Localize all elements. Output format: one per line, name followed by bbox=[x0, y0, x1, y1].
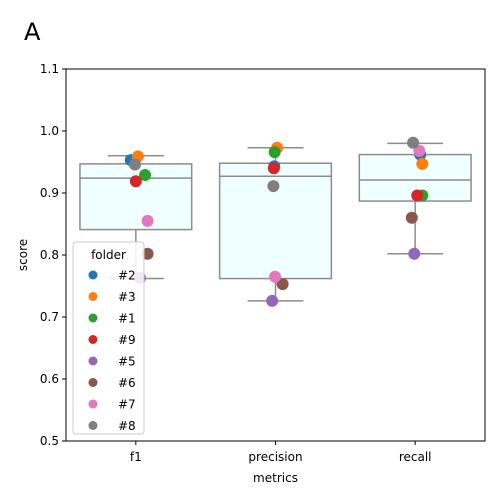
y-tick-label: 0.7 bbox=[40, 310, 59, 324]
legend-label-folder-8: #8 bbox=[118, 419, 136, 433]
legend-marker-folder-5 bbox=[89, 357, 98, 366]
legend-label-folder-9: #9 bbox=[118, 333, 136, 347]
x-axis-label: metrics bbox=[253, 471, 298, 485]
x-tick-label-precision: precision bbox=[248, 450, 302, 464]
y-tick-label: 1.0 bbox=[40, 124, 59, 138]
y-ticks: 0.5 0.6 0.7 0.8 0.9 1.0 1.1 bbox=[40, 62, 66, 448]
legend-label-folder-5: #5 bbox=[118, 355, 136, 369]
point-folder-8-precision bbox=[267, 180, 279, 192]
point-folder-8-recall bbox=[407, 137, 419, 149]
legend-marker-folder-8 bbox=[89, 421, 98, 430]
panel-label: A bbox=[24, 18, 41, 46]
x-tick-label-recall: recall bbox=[399, 450, 432, 464]
legend-marker-folder-6 bbox=[89, 378, 98, 387]
point-folder-9-recall bbox=[411, 189, 423, 201]
legend-label-folder-2: #2 bbox=[118, 269, 136, 283]
y-tick-label: 0.5 bbox=[40, 434, 59, 448]
box-f1 bbox=[80, 164, 192, 230]
legend-marker-folder-9 bbox=[89, 335, 98, 344]
point-folder-7-f1 bbox=[142, 215, 154, 227]
point-folder-5-recall bbox=[408, 248, 420, 260]
point-folder-1-precision bbox=[269, 146, 281, 158]
legend-marker-folder-3 bbox=[89, 292, 98, 301]
box-precision bbox=[220, 163, 332, 278]
legend: folder #2 #3 #1 #9 #5 #6 #7 #8 bbox=[73, 242, 144, 434]
point-folder-6-recall bbox=[406, 212, 418, 224]
legend-label-folder-7: #7 bbox=[118, 398, 136, 412]
y-tick-label: 0.9 bbox=[40, 186, 59, 200]
legend-marker-folder-7 bbox=[89, 400, 98, 409]
y-tick-label: 1.1 bbox=[40, 62, 59, 76]
point-folder-7-precision bbox=[269, 271, 281, 283]
x-tick-label-f1: f1 bbox=[130, 450, 142, 464]
point-folder-9-f1 bbox=[130, 175, 142, 187]
legend-marker-folder-1 bbox=[89, 314, 98, 323]
y-tick-label: 0.6 bbox=[40, 372, 59, 386]
legend-marker-folder-2 bbox=[89, 271, 98, 280]
y-axis-label: score bbox=[16, 239, 30, 271]
legend-title: folder bbox=[91, 248, 126, 262]
legend-label-folder-3: #3 bbox=[118, 290, 136, 304]
y-tick-label: 0.8 bbox=[40, 248, 59, 262]
point-folder-5-precision bbox=[266, 295, 278, 307]
legend-label-folder-1: #1 bbox=[118, 312, 136, 326]
point-folder-9-precision bbox=[268, 162, 280, 174]
legend-label-folder-6: #6 bbox=[118, 376, 136, 390]
point-folder-3-recall bbox=[416, 158, 428, 170]
point-folder-8-f1 bbox=[129, 158, 141, 170]
x-ticks: f1 precision recall bbox=[130, 441, 432, 464]
